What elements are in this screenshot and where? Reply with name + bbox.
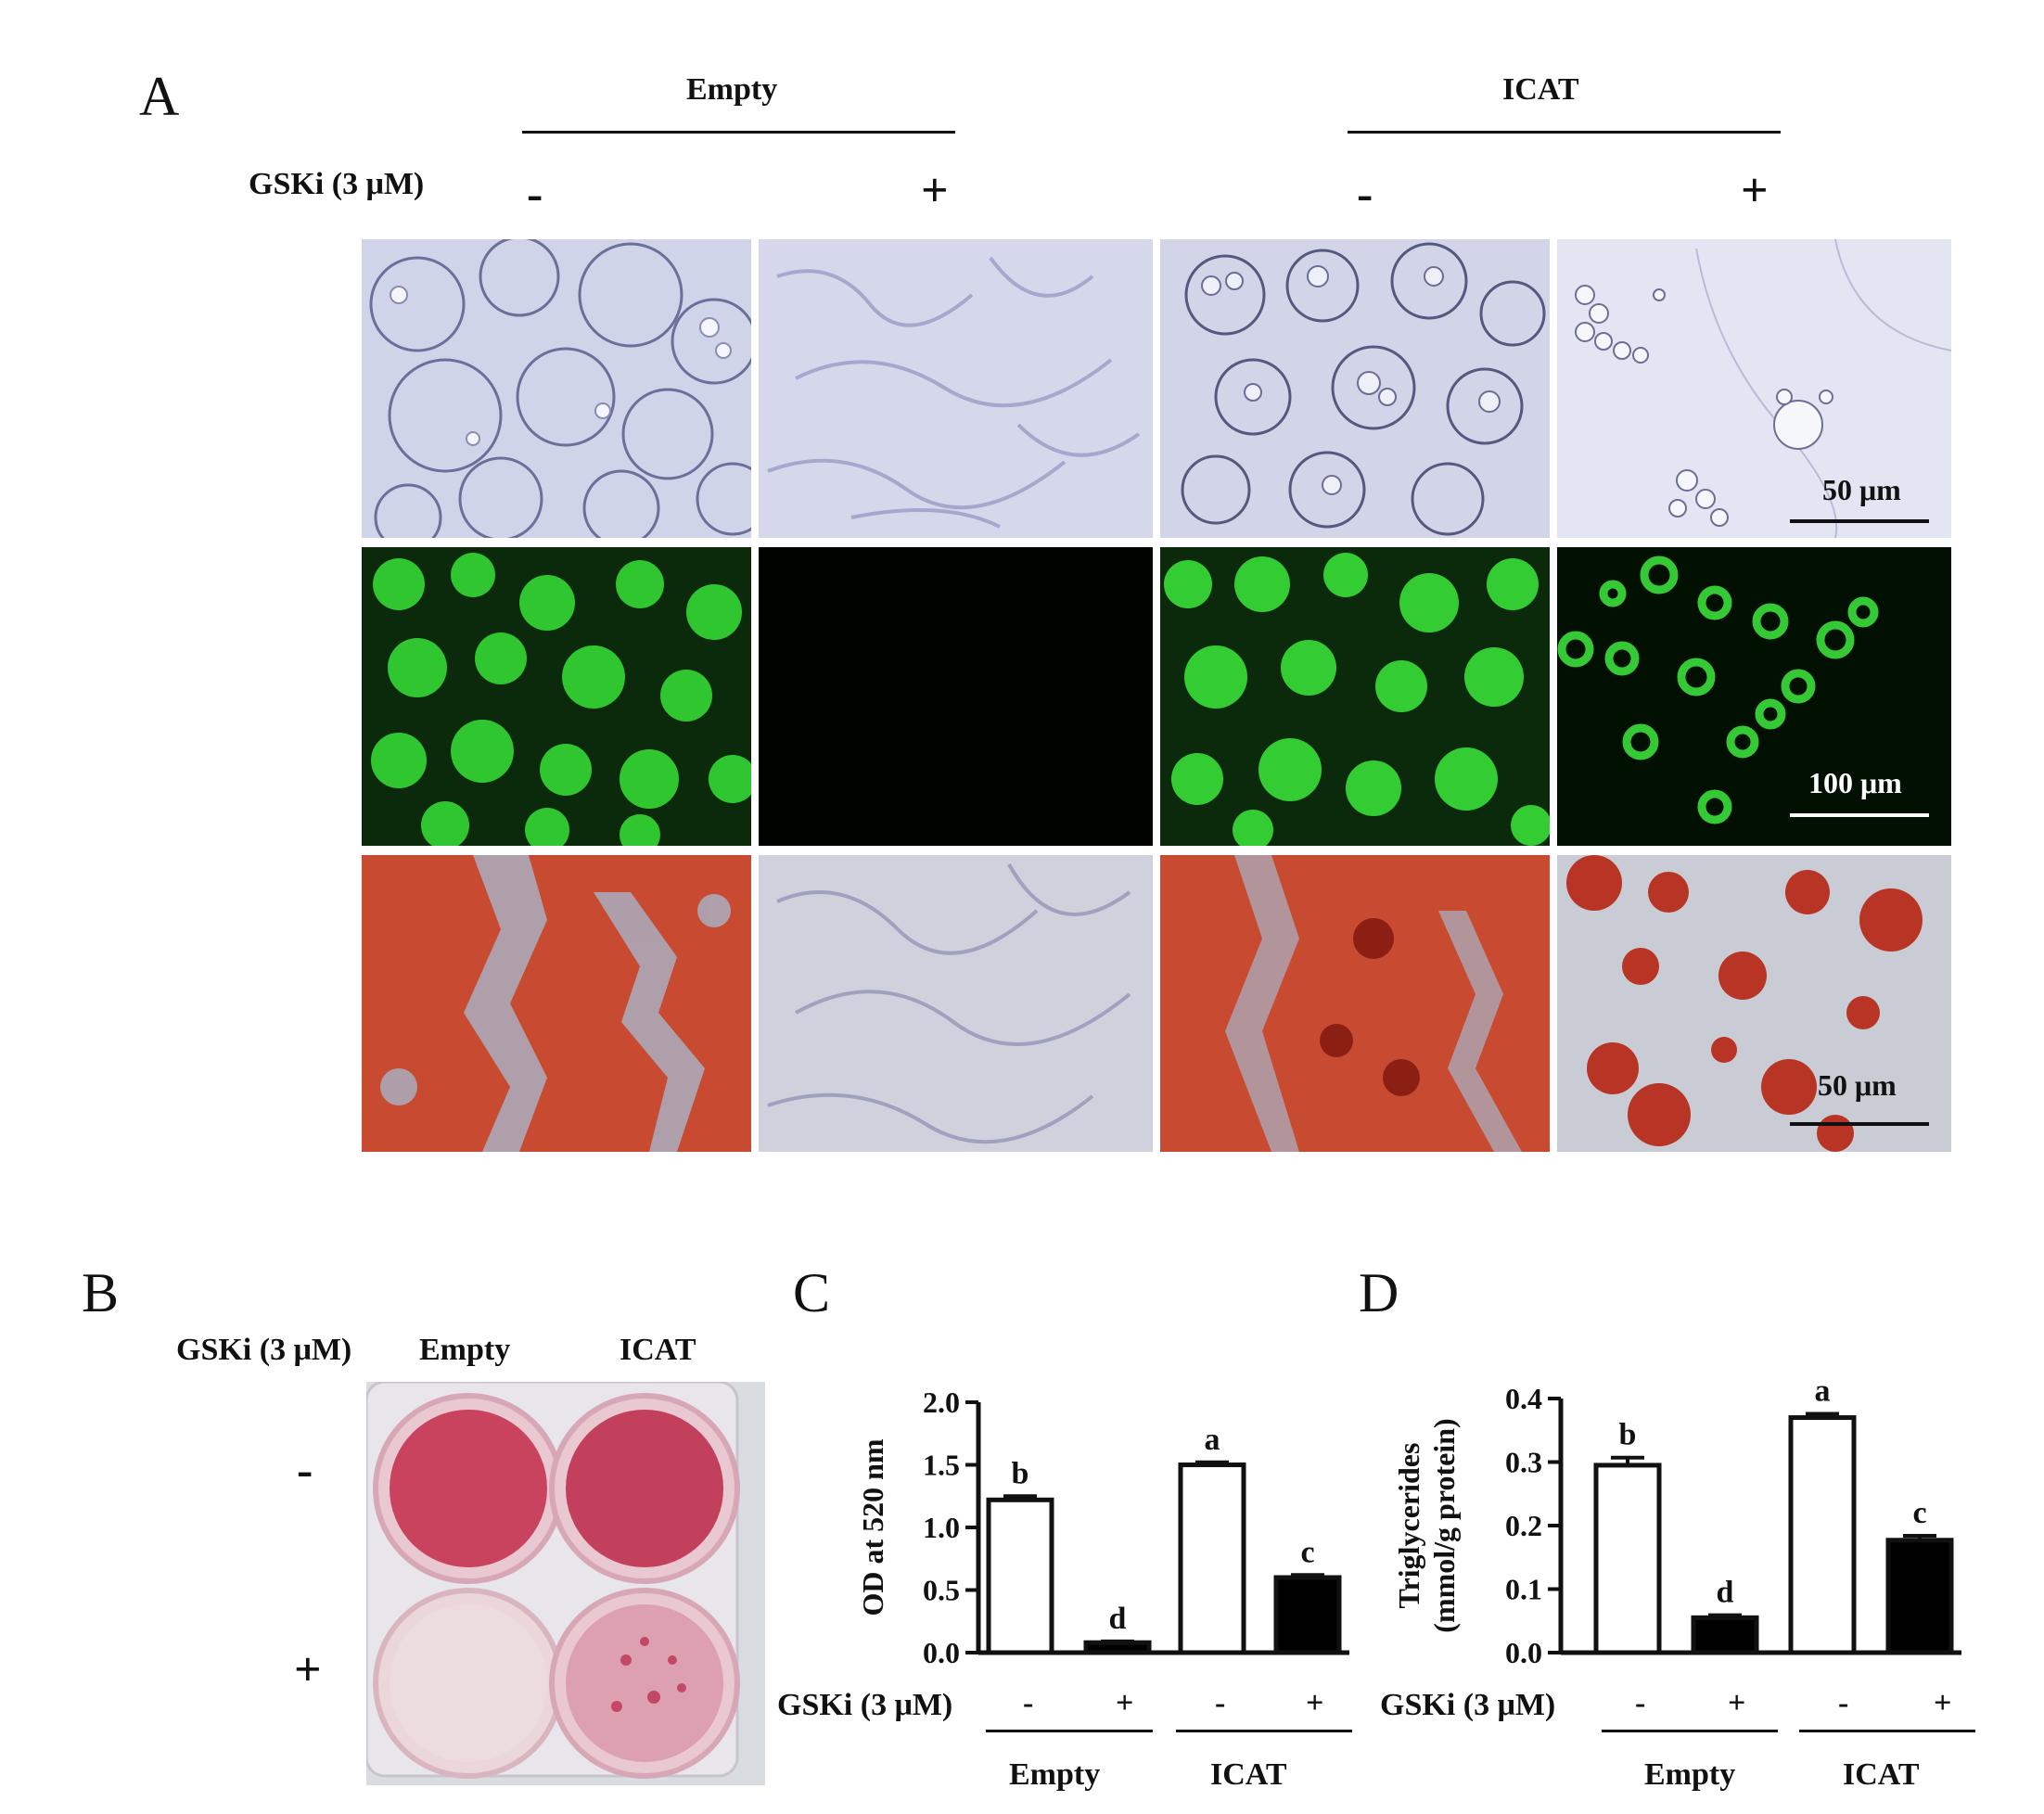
- bar: [1273, 1575, 1342, 1655]
- group-label-d-empty: Empty: [1644, 1757, 1736, 1792]
- scalebar-fluorescence: [1790, 813, 1929, 817]
- bar: [1593, 1463, 1662, 1655]
- bar: [1083, 1640, 1152, 1655]
- sign-d-2: +: [1728, 1686, 1746, 1720]
- group-label-c-icat: ICAT: [1210, 1757, 1287, 1792]
- y-tick-label: 0.2: [1505, 1509, 1542, 1542]
- treatment-label-c: GSKi (3 μM): [777, 1688, 953, 1722]
- scalebar-label-oilred: 50 μm: [1818, 1068, 1897, 1102]
- y-tick-label: 0.1: [1505, 1573, 1542, 1606]
- panel-a-letter: A: [139, 66, 180, 127]
- brightfield-empty-plus: [759, 239, 1153, 538]
- sign-icat-minus: -: [1357, 168, 1373, 221]
- treatment-label-b: GSKi (3 μM): [176, 1333, 352, 1367]
- bar: [1691, 1615, 1759, 1655]
- plate-row-minus: -: [297, 1444, 313, 1497]
- fluorescence-icat-plus: [1557, 547, 1951, 846]
- significance-letter: c: [1300, 1535, 1314, 1569]
- oilred-empty-minus: [362, 855, 751, 1152]
- panel-c-letter: C: [793, 1262, 831, 1323]
- chart-c: 0.0 0.5 1.0 1.5 2.0 OD at 520 nm b d a c: [856, 1386, 1349, 1669]
- significance-letter: b: [1619, 1418, 1637, 1452]
- fluorescence-icat-minus: [1160, 547, 1550, 846]
- group-label-c-empty: Empty: [1009, 1757, 1101, 1792]
- sign-d-1: -: [1635, 1686, 1646, 1720]
- group-line-icat: [1348, 131, 1781, 134]
- sign-c-4: +: [1306, 1686, 1324, 1720]
- plate-col-empty: Empty: [419, 1333, 511, 1367]
- scalebar-label-brightfield: 50 μm: [1822, 473, 1901, 506]
- significance-letter: a: [1815, 1373, 1831, 1408]
- oilred-icat-plus: [1557, 855, 1951, 1152]
- sign-c-3: -: [1215, 1686, 1226, 1720]
- treatment-label-a: GSKi (3 μM): [249, 167, 425, 201]
- bar: [1788, 1415, 1857, 1655]
- group-label-icat: ICAT: [1502, 72, 1579, 107]
- y-tick-label: 0.3: [1505, 1446, 1542, 1479]
- oilred-empty-plus: [759, 855, 1153, 1152]
- sign-empty-plus: +: [921, 164, 949, 217]
- brightfield-icat-minus: [1160, 239, 1550, 538]
- plate-row-plus: +: [294, 1643, 322, 1696]
- significance-letter: c: [1912, 1496, 1926, 1530]
- y-axis-label: OD at 520 nm: [856, 1438, 889, 1616]
- bar: [1885, 1538, 1954, 1655]
- panel-d-letter: D: [1359, 1262, 1399, 1323]
- bar: [986, 1497, 1054, 1655]
- panel-b-letter: B: [82, 1262, 120, 1323]
- scalebar-brightfield: [1790, 519, 1929, 523]
- y-tick-label: 0.4: [1505, 1382, 1542, 1415]
- significance-letter: d: [1717, 1576, 1734, 1610]
- significance-letter: d: [1109, 1602, 1127, 1636]
- bar: [1178, 1463, 1246, 1655]
- oilred-icat-minus: [1160, 855, 1550, 1152]
- significance-letter: b: [1012, 1456, 1029, 1490]
- fluorescence-empty-minus: [362, 547, 751, 846]
- treatment-label-d: GSKi (3 μM): [1380, 1688, 1556, 1722]
- y-tick-label: 0.5: [923, 1574, 960, 1607]
- group-label-empty: Empty: [686, 72, 778, 107]
- sign-icat-plus: +: [1741, 164, 1769, 217]
- y-axis-label: Triglycerides: [1392, 1443, 1425, 1609]
- brightfield-empty-minus: [362, 239, 751, 538]
- group-line-d-icat: [1799, 1730, 1975, 1732]
- y-axis-label: (mmol/g protein): [1427, 1418, 1461, 1632]
- group-line-d-empty: [1602, 1730, 1778, 1732]
- group-line-c-icat: [1176, 1730, 1352, 1732]
- brightfield-icat-plus: [1557, 239, 1951, 538]
- group-line-c-empty: [986, 1730, 1153, 1732]
- y-tick-label: 0.0: [923, 1636, 960, 1669]
- culture-plate-photo: [366, 1382, 765, 1785]
- plate-col-icat: ICAT: [620, 1333, 696, 1367]
- y-tick-label: 1.5: [923, 1449, 960, 1482]
- chart-d: 0.0 0.1 0.2 0.3 0.4 Triglycerides (mmol/g prot…: [1392, 1373, 1961, 1669]
- scalebar-label-fluorescence: 100 μm: [1808, 766, 1902, 799]
- group-line-empty: [522, 131, 955, 134]
- y-tick-label: 1.0: [923, 1511, 960, 1544]
- sign-c-1: -: [1023, 1686, 1034, 1720]
- y-tick-label: 0.0: [1505, 1636, 1542, 1669]
- fluorescence-empty-plus: [759, 547, 1153, 846]
- sign-d-3: -: [1838, 1686, 1849, 1720]
- y-tick-label: 2.0: [923, 1386, 960, 1419]
- significance-letter: a: [1205, 1423, 1220, 1457]
- sign-d-4: +: [1934, 1686, 1952, 1720]
- scalebar-oilred: [1790, 1122, 1929, 1126]
- sign-c-2: +: [1116, 1686, 1134, 1720]
- group-label-d-icat: ICAT: [1843, 1757, 1920, 1792]
- sign-empty-minus: -: [527, 168, 543, 221]
